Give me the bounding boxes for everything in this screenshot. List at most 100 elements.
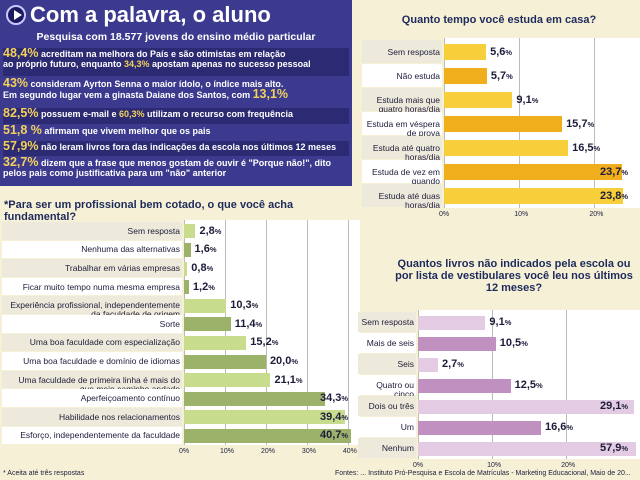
row-stripe: [358, 417, 416, 437]
row-stripe: [362, 64, 442, 87]
bar: [184, 410, 346, 425]
category-label: Experiência profissional, independenteme…: [10, 300, 180, 319]
x-tick-label: 20%: [260, 448, 275, 456]
category-label: Aperfeiçoamento contínuo: [80, 393, 180, 404]
bar: [184, 335, 247, 350]
bar: [444, 164, 623, 180]
bar: [444, 140, 569, 156]
x-tick-label: 0%: [413, 462, 424, 469]
page-subtitle: Pesquisa com 18.577 jovens do ensino méd…: [36, 31, 316, 43]
chart-2-title: *Para ser um profissional bem cotado, o …: [4, 199, 294, 223]
category-label: Dois ou três: [368, 401, 414, 411]
value-label: 1,6%: [194, 243, 217, 256]
highlight-2: 43% consideram Ayrton Senna o maior ídol…: [3, 76, 289, 101]
bar: [184, 354, 266, 369]
value-label: 23,8%: [600, 189, 629, 202]
bar: [184, 298, 227, 313]
gridline: [184, 220, 185, 446]
x-tick-label: 10%: [487, 462, 502, 469]
gridline: [566, 310, 568, 459]
category-label: Nenhum: [381, 443, 414, 453]
chart-1-title: Quanto tempo você estuda em casa?: [401, 14, 597, 26]
category-label: Uma boa faculdade com especialização: [29, 337, 180, 348]
bar: [184, 242, 191, 257]
category-label: Sem resposta: [387, 46, 440, 57]
gridline: [224, 220, 226, 446]
category-label: Esforço, independentemente da faculdade: [20, 430, 180, 441]
value-label: 1,2%: [192, 280, 215, 293]
bar: [184, 317, 231, 332]
value-label: 16,5%: [572, 141, 601, 154]
row-stripe: [2, 333, 182, 352]
category-label: Quatro ou cinco: [376, 380, 414, 399]
highlight-4: 51,8 % afirmam que vivem melhor que os p…: [3, 123, 211, 137]
row-stripe: [2, 426, 182, 445]
x-tick-label: 0%: [179, 448, 190, 456]
x-tick-label: 10%: [514, 211, 529, 218]
row-stripe: [2, 352, 182, 370]
value-label: 12,5%: [514, 379, 543, 391]
value-label: 10,5%: [499, 337, 528, 349]
chart-3-books: 0% 10% 20% Sem resposta 9,1% Mais de seis 10,5…: [356, 306, 640, 469]
x-tick-label: 0%: [439, 211, 450, 218]
bar: [418, 336, 496, 351]
category-label: Trabalhar em várias empresas: [65, 263, 180, 273]
bar: [184, 428, 351, 443]
category-label: Nenhuma das alternativas: [81, 244, 180, 255]
bar: [444, 68, 487, 84]
category-label: Sorte: [159, 318, 180, 329]
row-stripe: [2, 240, 182, 259]
row-stripe: [358, 354, 416, 374]
highlight-1: 48,4% acreditam na melhora do País e são…: [3, 47, 349, 76]
category-label: Ficar muito tempo numa mesma empresa: [22, 281, 180, 292]
row-stripe: [358, 396, 416, 416]
value-label: 5,7%: [490, 69, 513, 82]
bar: [444, 188, 623, 204]
bar: [444, 92, 513, 108]
chart-2-professional: 0% 10% 20% 30% 40% Sem resposta 2,8% Nenhuma da…: [0, 212, 360, 468]
value-label: 23,7%: [600, 165, 629, 178]
value-label: 39,4%: [320, 410, 349, 423]
row-stripe: [2, 408, 182, 426]
category-label: Estuda até duas horas/dia: [378, 190, 440, 210]
bar: [184, 261, 188, 276]
footnote: * Aceita até três respostas: [3, 470, 85, 477]
category-label: Estuda até quatro horas/dia: [372, 142, 440, 162]
value-label: 57,9%: [600, 442, 629, 454]
value-label: 0,8%: [191, 262, 214, 274]
row-stripe: [362, 184, 442, 207]
bar: [444, 44, 487, 60]
row-stripe: [2, 259, 182, 277]
x-tick-label: 10%: [219, 448, 234, 456]
row-stripe: [2, 389, 182, 407]
row-stripe: [2, 222, 182, 240]
row-stripe: [2, 315, 182, 333]
page-title: Com a palavra, o aluno: [30, 2, 271, 27]
category-label: Sem resposta: [127, 225, 180, 236]
category-label: Estuda de vez em quando: [371, 166, 440, 186]
value-label: 15,2%: [250, 336, 279, 349]
value-label: 21,1%: [274, 373, 303, 386]
bar: [184, 224, 196, 239]
row-stripe: [358, 333, 416, 353]
category-label: Habilidade nos relacionamentos: [59, 411, 180, 422]
x-tick-label: 30%: [301, 448, 316, 456]
value-label: 34,3%: [320, 392, 349, 405]
value-label: 11,4%: [234, 317, 263, 330]
plot-area: [184, 220, 360, 446]
row-stripe: [362, 40, 442, 63]
bar: [444, 116, 563, 132]
category-label: Mais de seis: [366, 338, 414, 348]
row-stripe: [358, 375, 416, 395]
gridline: [347, 220, 349, 446]
bar: [418, 399, 634, 414]
category-label: Seis: [397, 359, 414, 369]
play-icon: [6, 5, 26, 25]
row-stripe: [2, 277, 182, 296]
row-stripe: [2, 370, 182, 389]
value-label: 2,7%: [442, 358, 464, 370]
value-label: 2,8%: [199, 224, 222, 237]
bar: [184, 391, 325, 406]
row-stripe: [362, 136, 442, 159]
row-stripe: [358, 438, 416, 458]
